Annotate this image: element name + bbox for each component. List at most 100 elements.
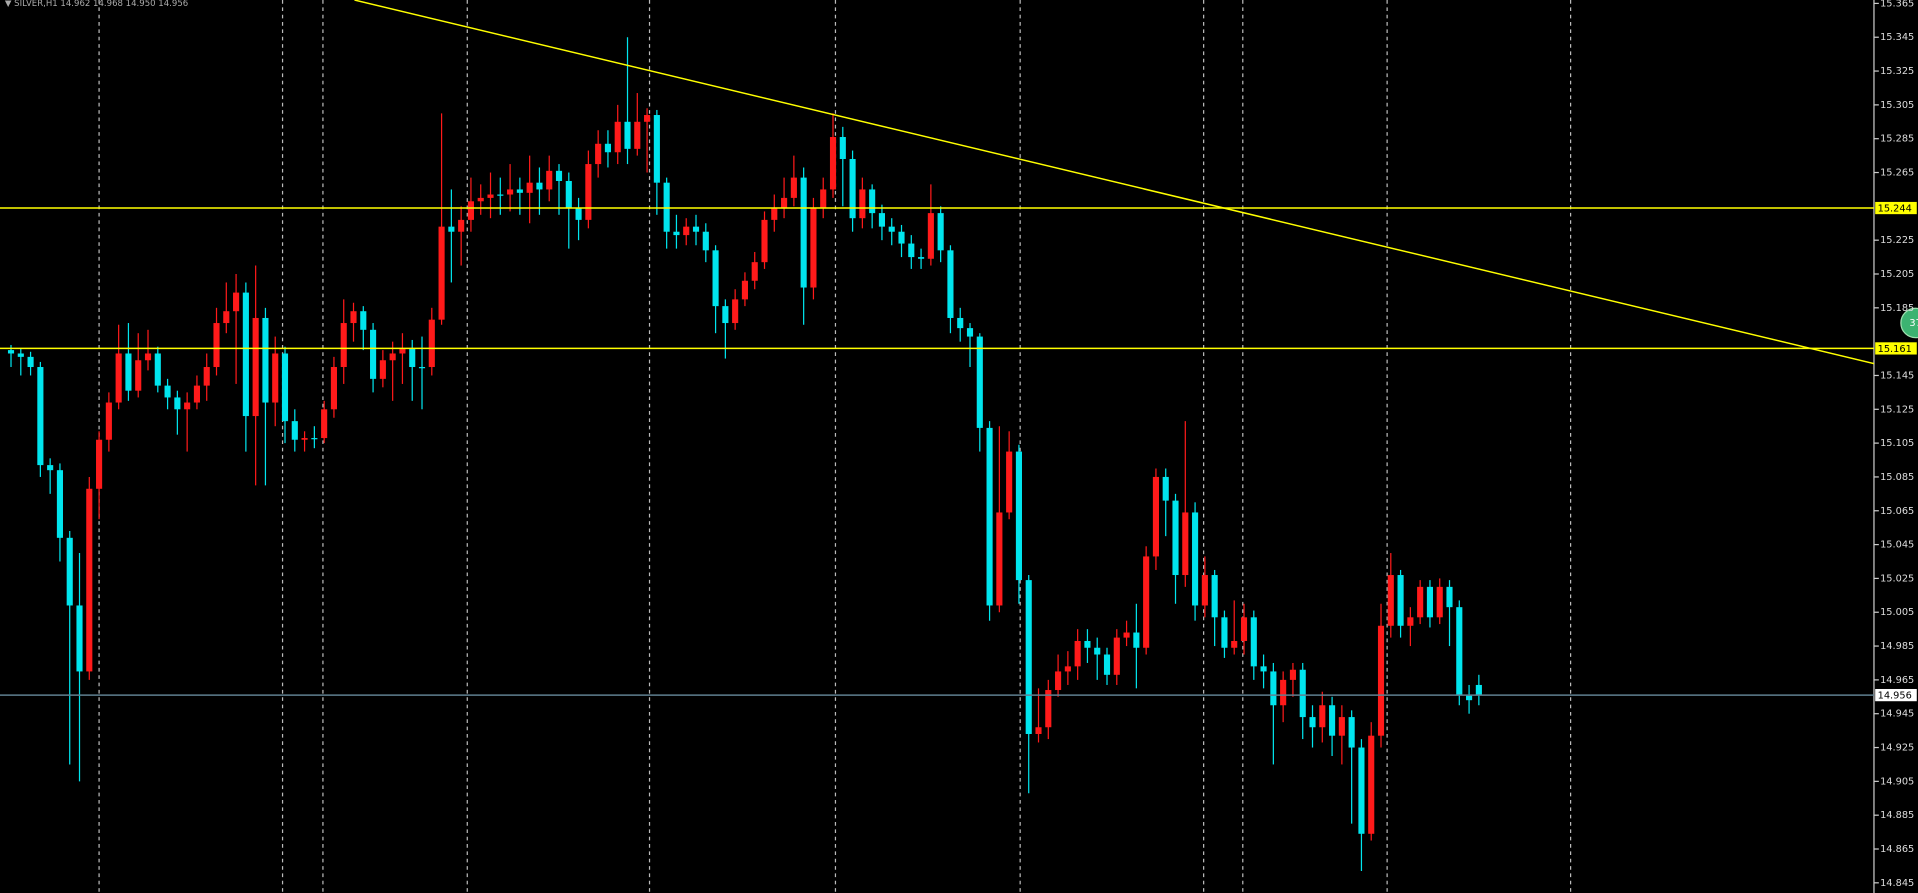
candle-body — [223, 311, 230, 324]
candle-body — [1113, 637, 1120, 675]
candle-body — [526, 182, 533, 193]
y-tick-label: 15.285 — [1880, 134, 1914, 145]
y-tick-label: 15.185 — [1880, 303, 1914, 314]
candle-body — [614, 121, 621, 153]
candle-body — [1143, 556, 1150, 648]
candle-body — [174, 397, 181, 410]
candle-body — [634, 121, 641, 149]
candle-body — [918, 257, 925, 259]
candle-body — [1407, 617, 1414, 626]
candle-body — [184, 402, 191, 410]
candle-body — [536, 182, 543, 190]
y-tick-label: 14.965 — [1880, 675, 1914, 686]
candle-body — [516, 189, 523, 193]
candle-body — [330, 367, 337, 410]
y-tick-label: 15.225 — [1880, 235, 1914, 246]
candle-body — [1152, 476, 1159, 557]
candle-body — [1397, 575, 1404, 626]
candle-body — [1368, 735, 1375, 834]
candle-body — [829, 137, 837, 190]
candle-body — [966, 328, 974, 337]
candle-body — [311, 438, 318, 440]
candle-body — [1064, 666, 1071, 672]
y-tick-label: 15.345 — [1880, 32, 1914, 43]
candle-body — [595, 143, 602, 165]
price-level-tag — [1875, 342, 1917, 355]
candle-body — [115, 353, 122, 403]
candle-body — [281, 353, 289, 422]
candle-body — [1319, 705, 1326, 728]
candle-body — [898, 231, 905, 244]
candle-body — [1025, 580, 1032, 735]
candle-body — [1475, 684, 1482, 696]
header: ▼ SILVER,H1 14.962 14.968 14.950 14.956 — [5, 0, 188, 9]
candle-body — [1211, 575, 1218, 618]
candle-body — [242, 292, 249, 417]
candle-body — [96, 439, 103, 489]
candle-body — [105, 402, 112, 440]
candle-body — [702, 231, 709, 251]
y-tick-label: 15.265 — [1880, 168, 1914, 179]
candle-body — [555, 170, 563, 181]
candle-body — [1260, 666, 1267, 672]
candle-body — [1055, 671, 1062, 691]
y-tick-label: 14.905 — [1880, 776, 1914, 787]
candle-body — [741, 280, 748, 300]
candle-body — [17, 353, 24, 357]
candle-body — [487, 194, 494, 198]
candle-body — [1289, 669, 1296, 680]
candle-body — [291, 421, 298, 440]
candle-body — [1123, 632, 1130, 638]
candle-body — [585, 164, 592, 220]
badge-circle — [1900, 307, 1918, 339]
candle-body — [761, 219, 768, 263]
candle-body — [154, 353, 161, 386]
y-tick-label: 15.105 — [1880, 438, 1914, 449]
candle-body — [820, 189, 827, 209]
candle-body — [781, 197, 788, 209]
candle-body — [1387, 575, 1394, 626]
y-tick-label: 14.985 — [1880, 641, 1914, 652]
candle-body — [732, 299, 739, 324]
candle-body — [370, 329, 377, 379]
candle-body — [262, 317, 269, 403]
y-tick-label: 15.125 — [1880, 404, 1914, 415]
candle-body — [722, 306, 729, 324]
candle-body — [712, 250, 719, 307]
candle-body — [1035, 727, 1042, 735]
y-tick-label: 15.025 — [1880, 573, 1914, 584]
candle-body — [1250, 617, 1257, 667]
candle-body — [996, 512, 1003, 606]
candle-body — [1133, 632, 1140, 648]
candle-body — [1358, 747, 1365, 834]
candle-body — [986, 427, 993, 606]
y-tick-label: 15.045 — [1880, 540, 1914, 551]
candle-body — [888, 226, 895, 232]
candle-body — [692, 226, 700, 232]
candle-body — [86, 488, 93, 672]
y-tick-label: 15.365 — [1880, 0, 1914, 9]
candle-body — [497, 194, 504, 196]
candle-body — [1299, 669, 1306, 718]
candle-body — [1348, 717, 1355, 748]
candle-body — [927, 213, 934, 259]
y-tick-label: 14.865 — [1880, 844, 1914, 855]
candle-body — [213, 323, 220, 368]
candle-body — [272, 353, 279, 403]
candle-body — [125, 353, 132, 391]
candle-body — [1172, 500, 1179, 576]
candle-body — [653, 115, 660, 183]
candle-body — [1201, 575, 1208, 606]
candle-body — [1426, 586, 1433, 618]
candle-body — [663, 182, 670, 232]
candle-body — [399, 348, 406, 354]
candle-body — [800, 177, 807, 288]
candle-body — [233, 292, 240, 312]
candle-body — [869, 189, 876, 214]
candle-body — [683, 226, 690, 236]
candle-body — [409, 348, 416, 368]
candle-body — [644, 115, 651, 122]
candle-body — [1446, 586, 1453, 608]
candle-body — [1329, 705, 1336, 736]
candle-body — [790, 177, 797, 198]
